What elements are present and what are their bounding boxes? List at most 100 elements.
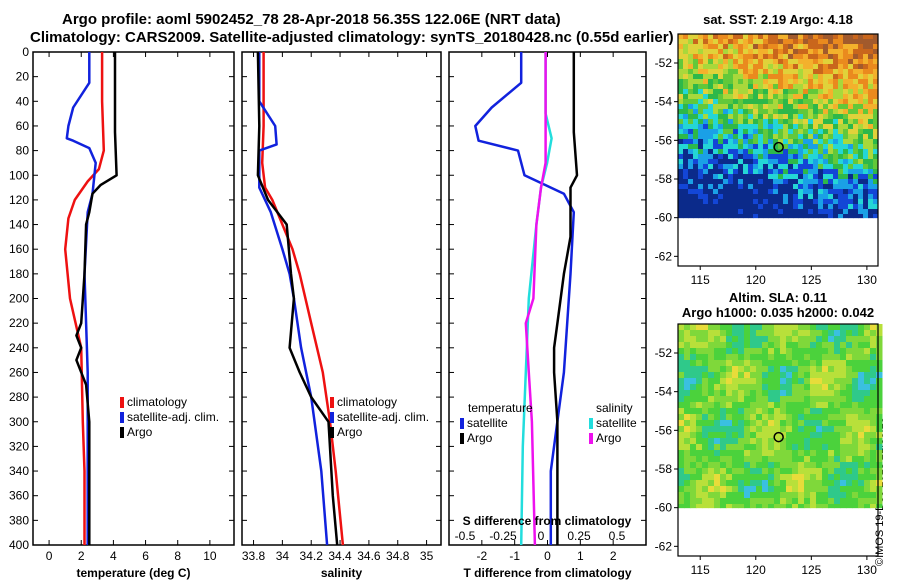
salinity-xtick-label: 34.6: [357, 549, 381, 563]
difference-series-salinity-argo: [524, 52, 547, 546]
depth-tick-label: 220: [9, 316, 29, 330]
sla_map-frame: [677, 323, 879, 557]
temperature-series-argo: [75, 52, 118, 545]
depth-tick-label: 0: [22, 45, 29, 59]
salinity-xtick-label: 34.4: [328, 549, 352, 563]
sst_map-ytick-label: -60: [655, 211, 673, 225]
temperature-xtick-label: 10: [203, 549, 217, 563]
difference-xtick-label: 2: [610, 549, 617, 563]
sst_map-xtick-label: 120: [746, 273, 766, 287]
depth-tick-label: 260: [9, 365, 29, 379]
legend-temperature-header: temperature: [468, 401, 533, 415]
difference-series-temperature-argo: [552, 52, 579, 545]
salinity-series-argo: [256, 51, 339, 546]
sst_map-argo-marker: [773, 141, 784, 153]
temperature-xtick-label: 6: [142, 549, 149, 563]
salinity-legend-item: Argo: [337, 425, 363, 439]
salinity-xtick-label: 34: [276, 549, 290, 563]
sst_map-xtick-label: 125: [801, 273, 821, 287]
sst_map-ytick-label: -56: [655, 133, 673, 147]
sla-map-title-2: Argo h1000: 0.035 h2000: 0.042: [682, 305, 874, 320]
difference-xtick-label: -2: [476, 549, 487, 563]
depth-tick-label: 120: [9, 193, 29, 207]
salinity-tick-label: -0.25: [489, 529, 517, 543]
salinity-legend-swatch: [330, 397, 334, 408]
temperature-xtick-label: 2: [78, 549, 85, 563]
depth-tick-label: 200: [9, 292, 29, 306]
sla_map-xtick-label: 125: [801, 563, 821, 577]
legend-salinity-item: satellite: [596, 416, 637, 430]
salinity-axis-label: S difference from climatology: [463, 514, 632, 528]
depth-tick-label: 240: [9, 341, 29, 355]
sla_map-ytick-label: -56: [655, 423, 673, 437]
salinity-tick-label: 0.5: [609, 529, 626, 543]
sst_map-ytick-label: -58: [655, 172, 673, 186]
salinity-xtick-label: 33.8: [242, 549, 266, 563]
salinity-tick-label: 0.25: [567, 529, 591, 543]
salinity-legend-swatch: [330, 427, 334, 438]
depth-tick-label: 180: [9, 267, 29, 281]
sst_map-xtick-label: 115: [691, 273, 710, 287]
sla_map-xtick-label: 120: [746, 563, 766, 577]
sla_map-argo-marker: [773, 431, 784, 443]
sla_map-ytick-label: -58: [655, 462, 673, 476]
salinity-xlabel: salinity: [321, 566, 363, 580]
sla_map-ytick-label: -54: [655, 385, 673, 399]
sla-map-title-1: Altim. SLA: 0.11: [729, 290, 827, 305]
legend-temperature-swatch: [460, 418, 464, 429]
sst_map-frame: [677, 33, 879, 267]
depth-tick-label: 160: [9, 242, 29, 256]
sla_map-xtick-label: 130: [857, 563, 877, 577]
temperature-legend-item: Argo: [127, 425, 153, 439]
temperature-legend-item: climatology: [127, 395, 187, 409]
depth-tick-label: 300: [9, 415, 29, 429]
legend-salinity-swatch: [589, 418, 593, 429]
sst_map-cells: [678, 34, 879, 219]
title-line-1: Argo profile: aoml 5902452_78 28-Apr-201…: [62, 11, 561, 28]
difference-series-salinity-satellite: [519, 52, 553, 546]
salinity-series-satellite-adj-clim-: [258, 52, 329, 546]
sla_map-ytick-label: -52: [655, 346, 673, 360]
depth-tick-label: 360: [9, 489, 29, 503]
depth-tick-label: 40: [16, 94, 30, 108]
depth-tick-label: 20: [16, 70, 30, 84]
depth-tick-label: 380: [9, 513, 29, 527]
legend-temperature-swatch: [460, 433, 464, 444]
salinity-xtick-label: 35: [420, 549, 434, 563]
legend-salinity-item: Argo: [596, 431, 622, 445]
salinity-frame: [241, 51, 442, 546]
temperature-legend-swatch: [120, 427, 124, 438]
sla_map-cells: [678, 324, 883, 509]
difference-xtick-label: 0: [544, 549, 551, 563]
legend-salinity-header: salinity: [596, 401, 633, 415]
difference-series-temperature-satellite: [474, 52, 576, 545]
salinity-xtick-label: 34.2: [300, 549, 324, 563]
legend-temperature-item: satellite: [467, 416, 508, 430]
difference-xtick-label: 1: [577, 549, 584, 563]
salinity-legend-item: climatology: [337, 395, 397, 409]
depth-tick-label: 280: [9, 390, 29, 404]
legend-temperature-item: Argo: [467, 431, 493, 445]
temperature-xlabel: temperature (deg C): [76, 566, 190, 580]
depth-tick-label: 340: [9, 464, 29, 478]
temperature-frame: [32, 51, 235, 546]
temperature-xtick-label: 0: [46, 549, 53, 563]
temperature-xtick-label: 4: [110, 549, 117, 563]
temperature-xtick-label: 8: [174, 549, 181, 563]
sla_map-ytick-label: -62: [655, 539, 673, 553]
depth-tick-label: 80: [16, 144, 30, 158]
sst_map-ytick-label: -52: [655, 56, 673, 70]
sst_map-ytick-label: -62: [655, 249, 673, 263]
temperature-legend-swatch: [120, 412, 124, 423]
depth-tick-label: 400: [9, 538, 29, 552]
salinity-tick-label: 0: [538, 529, 545, 543]
salinity-tick-label: -0.5: [455, 529, 476, 543]
sst_map-xtick-label: 130: [857, 273, 877, 287]
difference-xlabel: T difference from climatology: [463, 566, 631, 580]
salinity-xtick-label: 34.8: [386, 549, 410, 563]
depth-tick-label: 100: [9, 168, 29, 182]
sla_map-xtick-label: 115: [691, 563, 710, 577]
title-line-2: Climatology: CARS2009. Satellite-adjuste…: [30, 29, 674, 46]
legend-salinity-swatch: [589, 433, 593, 444]
